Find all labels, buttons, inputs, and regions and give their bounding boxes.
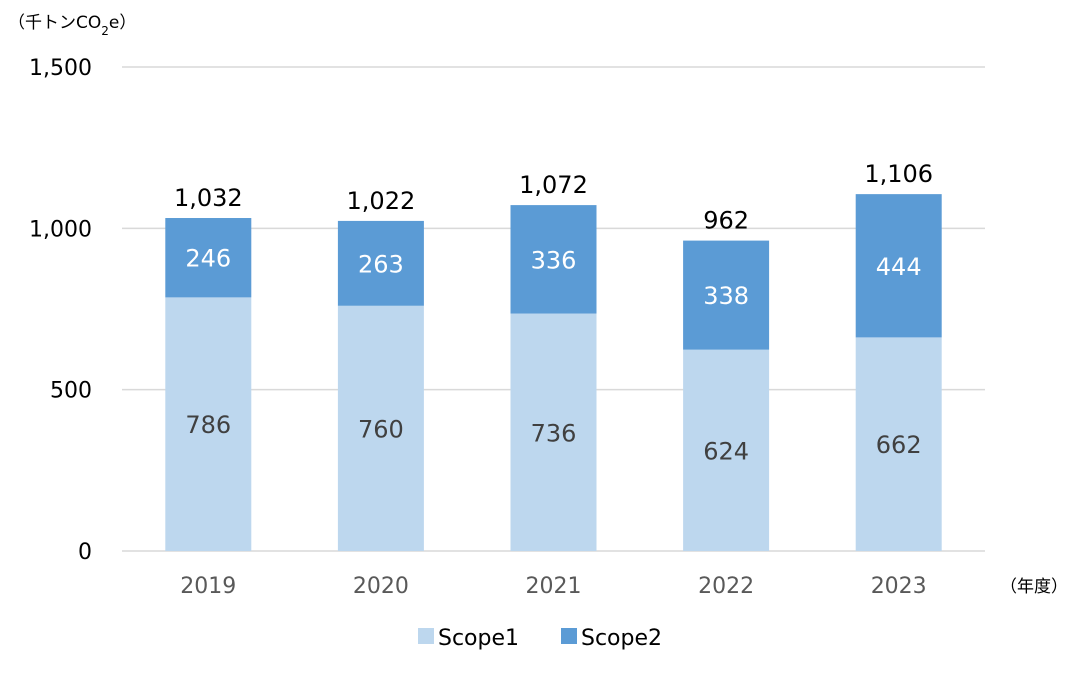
y-tick-label: 500 bbox=[50, 379, 92, 404]
value-label-scope2: 338 bbox=[703, 282, 749, 310]
y-axis-unit-suffix: e） bbox=[109, 13, 136, 33]
value-label-scope1: 760 bbox=[358, 415, 404, 443]
x-tick-label: 2023 bbox=[871, 574, 927, 599]
x-tick-label: 2021 bbox=[526, 574, 582, 599]
y-axis-unit-subscript: 2 bbox=[101, 24, 109, 38]
bar-segment-scope1 bbox=[165, 297, 252, 551]
value-label-scope2: 246 bbox=[185, 245, 231, 273]
bar-segment-scope1 bbox=[855, 337, 942, 551]
bar-segment-scope2 bbox=[683, 240, 770, 350]
y-axis-unit-prefix: （千トンCO bbox=[8, 13, 101, 33]
x-tick-label: 2020 bbox=[353, 574, 409, 599]
value-label-scope1: 736 bbox=[531, 419, 577, 447]
bar-segment-scope2 bbox=[510, 205, 597, 314]
value-label-scope2: 336 bbox=[531, 246, 577, 274]
legend-swatch-scope1 bbox=[418, 628, 434, 644]
y-tick-label: 1,500 bbox=[29, 56, 92, 81]
bar-segment-scope1 bbox=[337, 305, 424, 551]
total-label: 1,072 bbox=[519, 171, 588, 199]
y-axis-ticks: 0 500 1,000 1,500 bbox=[29, 56, 92, 565]
bar-segment-scope2 bbox=[337, 220, 424, 306]
value-label-scope1: 786 bbox=[185, 411, 231, 439]
y-axis-unit-label: （千トンCO2e） bbox=[8, 13, 136, 38]
total-label: 1,106 bbox=[864, 160, 933, 188]
y-tick-label: 0 bbox=[78, 540, 92, 565]
y-tick-label: 1,000 bbox=[29, 217, 92, 242]
bar-segment-scope2 bbox=[165, 218, 252, 298]
value-label-scope2: 263 bbox=[358, 250, 404, 278]
legend-label-scope1: Scope1 bbox=[438, 626, 519, 651]
x-axis-unit-label: （年度） bbox=[1000, 577, 1068, 597]
bar-segment-scope1 bbox=[510, 313, 597, 551]
value-label-scope1: 662 bbox=[876, 431, 922, 459]
legend: Scope1 Scope2 bbox=[418, 626, 662, 651]
total-label: 1,032 bbox=[174, 184, 243, 212]
bar-segment-scope2 bbox=[855, 194, 942, 338]
legend-swatch-scope2 bbox=[561, 628, 577, 644]
legend-label-scope2: Scope2 bbox=[581, 626, 662, 651]
bars: 786 246 1,032 760 263 1,022 736 336 1,072 624 338 9… bbox=[165, 160, 942, 551]
total-label: 1,022 bbox=[347, 187, 416, 215]
value-label-scope2: 444 bbox=[876, 253, 922, 281]
bar-segment-scope1 bbox=[683, 349, 770, 551]
x-tick-label: 2022 bbox=[698, 574, 754, 599]
x-axis-ticks: 2019 2020 2021 2022 2023 bbox=[180, 574, 926, 599]
x-tick-label: 2019 bbox=[180, 574, 236, 599]
total-label: 962 bbox=[703, 207, 749, 235]
value-label-scope1: 624 bbox=[703, 437, 749, 465]
